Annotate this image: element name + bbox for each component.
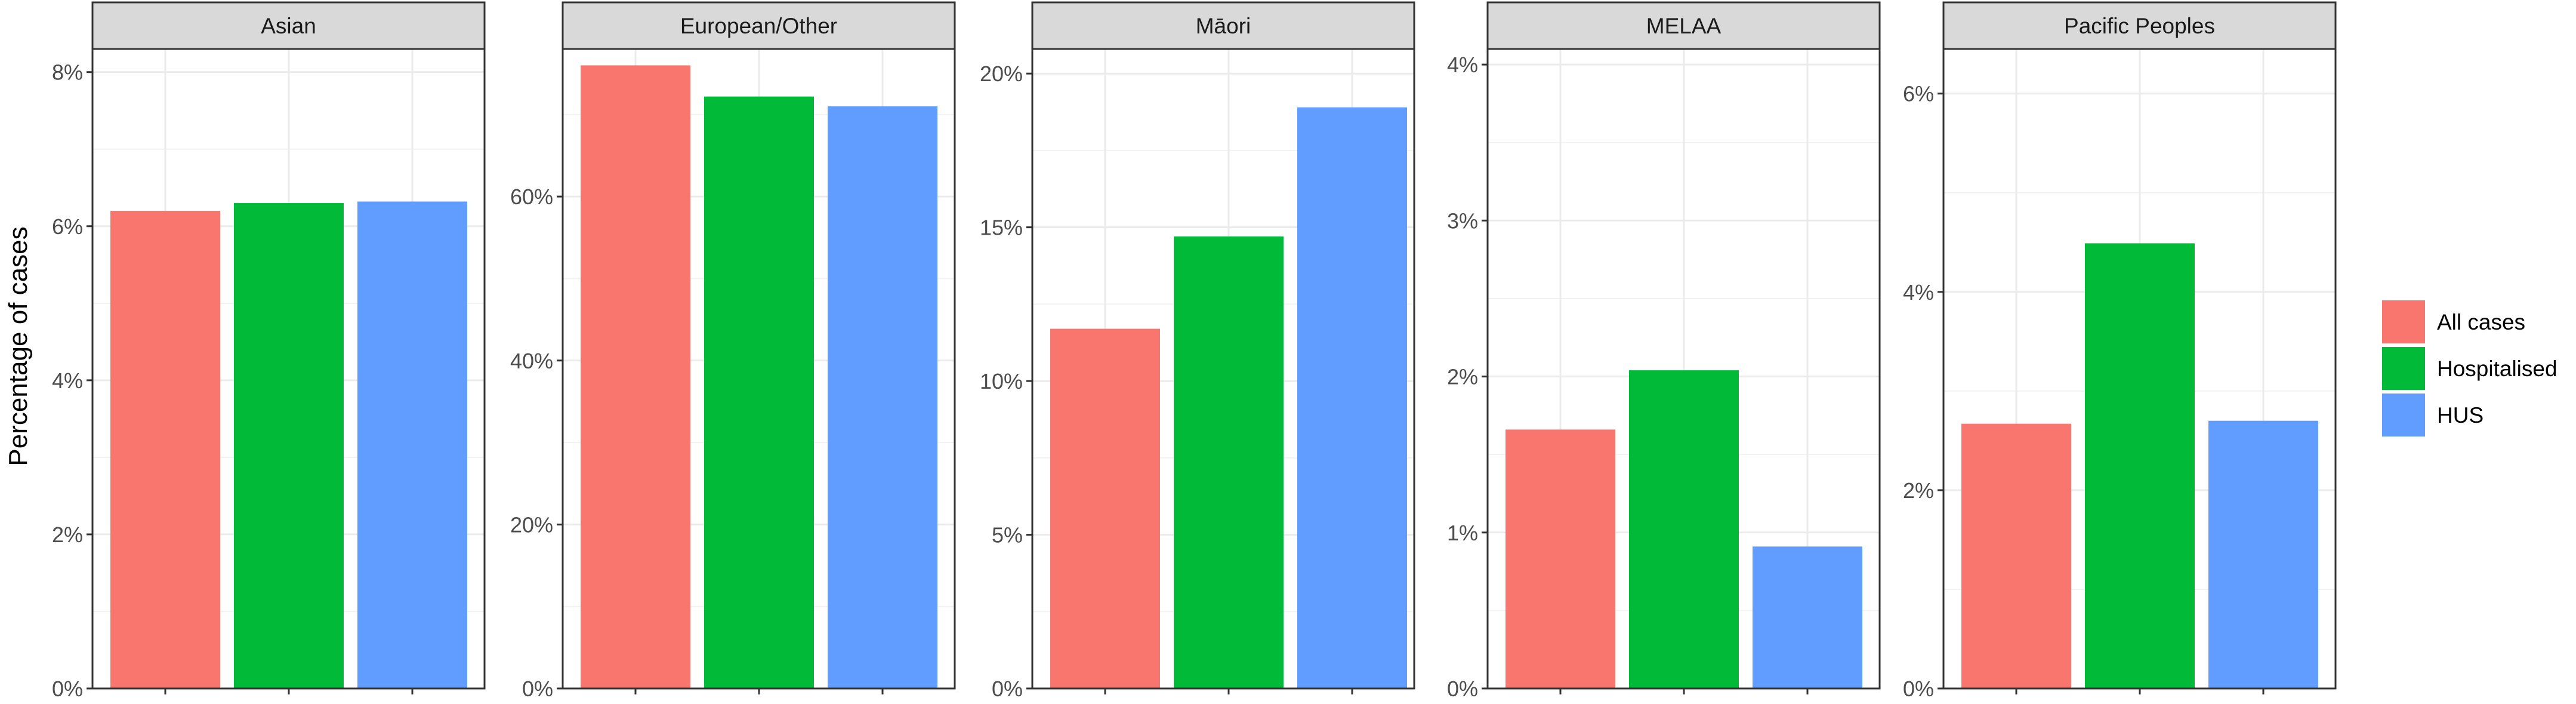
y-tick-label: 4% bbox=[52, 368, 83, 393]
facet-strip-label: Asian bbox=[261, 14, 316, 38]
facet-strip-label: European/Other bbox=[680, 14, 837, 38]
facet-strip-label: Pacific Peoples bbox=[2064, 14, 2215, 38]
bar-hus bbox=[2208, 420, 2318, 688]
panel-european-other: 0% 20% 40% 60% European/Other bbox=[510, 1, 956, 701]
panel-m-ori: 0% 5% 10% 15% 20% Māori bbox=[980, 1, 1415, 701]
facet-strip bbox=[1031, 1, 1415, 50]
legend-label: HUS bbox=[2437, 403, 2484, 428]
bar-hus bbox=[828, 106, 937, 689]
bar-hospitalised bbox=[1629, 370, 1739, 688]
facet-strip-label: MELAA bbox=[1646, 14, 1722, 38]
facet-strip bbox=[91, 1, 486, 50]
panel-asian: 0% 2% 4% 6% 8% Asian bbox=[52, 1, 486, 701]
bar-hospitalised bbox=[1174, 236, 1284, 689]
y-tick-label: 4% bbox=[1447, 53, 1478, 77]
y-tick-label: 4% bbox=[1903, 280, 1934, 305]
y-tick-label: 2% bbox=[1903, 478, 1934, 503]
legend-key bbox=[2382, 300, 2425, 343]
bar-hus bbox=[1297, 107, 1407, 688]
facet-strip-label: Māori bbox=[1196, 14, 1251, 38]
bar-all-cases bbox=[1961, 423, 2071, 688]
legend-item-all-cases: All cases bbox=[2382, 300, 2525, 343]
y-tick-label: 0% bbox=[1447, 677, 1478, 701]
legend-item-hospitalised: Hospitalised bbox=[2382, 347, 2558, 390]
y-tick-label: 2% bbox=[1447, 365, 1478, 389]
y-tick-label: 10% bbox=[980, 369, 1023, 393]
panels-layer: 0% 2% 4% 6% 8% Asian 0% 20% 40% 60% European/Other… bbox=[52, 1, 2337, 701]
y-tick-label: 15% bbox=[980, 216, 1023, 240]
y-tick-label: 2% bbox=[52, 522, 83, 547]
panel-melaa: 0% 1% 2% 3% 4% MELAA bbox=[1447, 1, 1881, 701]
legend-key bbox=[2382, 393, 2425, 436]
legend-label: All cases bbox=[2437, 310, 2525, 334]
legend: All cases Hospitalised HUS bbox=[2382, 300, 2558, 436]
y-tick-label: 20% bbox=[980, 62, 1023, 86]
bar-hospitalised bbox=[2085, 243, 2195, 688]
y-tick-label: 3% bbox=[1447, 208, 1478, 233]
facet-strip bbox=[1486, 1, 1881, 50]
y-axis-title: Percentage of cases bbox=[4, 226, 33, 466]
y-tick-label: 40% bbox=[510, 349, 553, 373]
bar-all-cases bbox=[1506, 429, 1615, 688]
y-tick-label: 1% bbox=[1447, 521, 1478, 545]
legend-label: Hospitalised bbox=[2437, 356, 2558, 381]
legend-key bbox=[2382, 347, 2425, 390]
y-tick-label: 20% bbox=[510, 512, 553, 537]
bar-hospitalised bbox=[704, 96, 814, 689]
y-tick-label: 0% bbox=[992, 677, 1023, 701]
bar-hus bbox=[357, 201, 467, 688]
bar-all-cases bbox=[581, 65, 690, 688]
y-tick-label: 0% bbox=[52, 677, 83, 701]
y-tick-label: 8% bbox=[52, 60, 83, 85]
y-tick-label: 6% bbox=[1903, 82, 1934, 106]
panel-pacific-peoples: 0% 2% 4% 6% Pacific Peoples bbox=[1903, 1, 2337, 701]
bar-hospitalised bbox=[234, 203, 344, 689]
y-tick-label: 60% bbox=[510, 185, 553, 209]
facet-strip bbox=[1942, 1, 2337, 50]
legend-item-hus: HUS bbox=[2382, 393, 2484, 436]
bar-all-cases bbox=[110, 210, 220, 688]
y-tick-label: 0% bbox=[522, 677, 553, 701]
y-tick-label: 5% bbox=[992, 523, 1023, 548]
y-tick-label: 0% bbox=[1903, 677, 1934, 701]
bar-hus bbox=[1753, 546, 1862, 688]
bar-all-cases bbox=[1050, 328, 1160, 688]
facet-strip bbox=[562, 1, 956, 50]
y-tick-label: 6% bbox=[52, 214, 83, 239]
